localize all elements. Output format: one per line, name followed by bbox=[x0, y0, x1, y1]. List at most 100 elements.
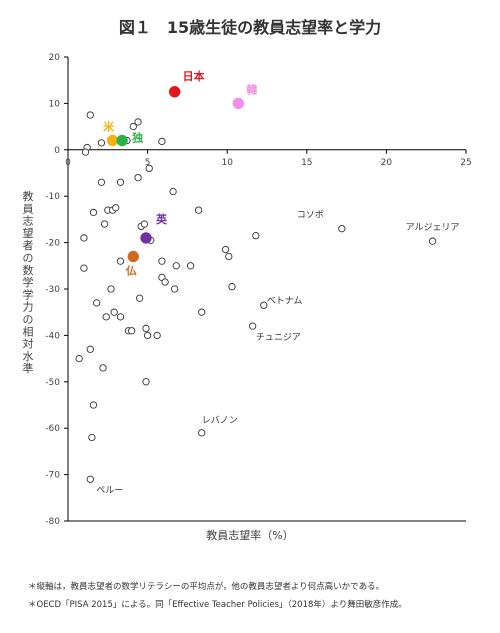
y-tick-label: -50 bbox=[45, 378, 60, 388]
x-axis-label: 教員志望率（%） bbox=[206, 529, 294, 542]
data-point bbox=[88, 433, 96, 442]
data-point bbox=[86, 475, 94, 483]
y-tick-label: -30 bbox=[45, 285, 60, 295]
data-point bbox=[338, 225, 346, 233]
data-points bbox=[75, 111, 437, 483]
data-point bbox=[116, 313, 125, 321]
chart-title: 図１ 15歳生徒の教員志望率と学力 bbox=[118, 18, 382, 37]
x-tick-label: 20 bbox=[381, 158, 393, 168]
highlight-point bbox=[168, 86, 181, 98]
highlight-label: 独 bbox=[131, 131, 143, 145]
data-point bbox=[169, 187, 177, 196]
data-point bbox=[198, 308, 206, 316]
data-point bbox=[158, 257, 166, 265]
data-point bbox=[100, 220, 109, 228]
data-point bbox=[97, 139, 106, 147]
data-point bbox=[135, 294, 144, 302]
footnote-source: ＊OECD「PISA 2015」による。同「Effective Teacher … bbox=[28, 600, 407, 610]
data-point bbox=[145, 164, 153, 173]
footnote-axis: ＊縦軸は，教員志望者の数学リテラシーの平均点が，他の教員志望者より何点高いかであ… bbox=[28, 582, 385, 592]
highlight-label: 韓 bbox=[246, 82, 257, 96]
data-point bbox=[107, 285, 115, 293]
data-point bbox=[97, 178, 106, 186]
y-axis-label-char: 教 bbox=[23, 190, 34, 203]
data-point bbox=[93, 299, 101, 307]
data-point bbox=[99, 364, 107, 372]
data-point bbox=[221, 245, 230, 254]
data-point bbox=[158, 137, 166, 146]
data-point bbox=[116, 257, 125, 265]
data-point bbox=[249, 322, 257, 330]
highlight-point bbox=[116, 134, 128, 147]
data-point bbox=[86, 345, 94, 353]
highlight-point bbox=[232, 97, 245, 110]
data-point bbox=[89, 401, 98, 409]
y-axis-label-char: 対 bbox=[23, 337, 34, 351]
y-axis-label-char: の bbox=[23, 252, 34, 265]
data-point bbox=[110, 308, 118, 316]
data-point bbox=[140, 220, 149, 228]
x-tick-label: 10 bbox=[221, 158, 233, 168]
y-tick-label: 0 bbox=[54, 146, 60, 156]
data-point bbox=[252, 231, 260, 240]
country-annotation: ベトナム bbox=[267, 296, 303, 307]
axes bbox=[67, 57, 466, 522]
country-annotation: レバノン bbox=[202, 415, 238, 426]
data-point bbox=[134, 173, 142, 182]
data-point bbox=[171, 285, 179, 293]
data-point bbox=[228, 283, 236, 291]
y-tick-label: -70 bbox=[45, 471, 60, 481]
highlight-label: 英 bbox=[155, 212, 168, 226]
y-axis-label-char: 望 bbox=[23, 227, 34, 240]
x-tick-label: 5 bbox=[145, 158, 151, 168]
data-point bbox=[172, 262, 180, 270]
data-point bbox=[116, 178, 125, 186]
highlight-label: 米 bbox=[102, 120, 115, 134]
data-point bbox=[102, 313, 110, 321]
country-annotation: アルジェリア bbox=[406, 223, 460, 233]
data-point bbox=[225, 252, 233, 261]
y-tick-labels: 20 10 0 -10 -20 -30 -40 -50 -60 -70 -80 bbox=[45, 53, 68, 527]
data-point bbox=[134, 118, 142, 126]
data-point bbox=[142, 324, 150, 333]
data-point bbox=[81, 148, 90, 156]
x-tick-label: 0 bbox=[65, 158, 71, 168]
data-point bbox=[89, 208, 98, 217]
data-point bbox=[80, 234, 88, 242]
y-axis-label-char: 準 bbox=[23, 361, 34, 375]
y-tick-label: -60 bbox=[45, 424, 60, 434]
x-tick-labels: 0 5 10 15 20 25 bbox=[65, 149, 472, 168]
x-tick-label: 25 bbox=[460, 158, 471, 168]
highlight-point bbox=[127, 250, 140, 263]
data-point bbox=[153, 331, 161, 340]
x-tick-label: 15 bbox=[301, 158, 312, 168]
data-point bbox=[80, 264, 88, 272]
data-point bbox=[75, 354, 83, 363]
y-tick-label: -20 bbox=[45, 239, 60, 249]
y-axis-label-char: 水 bbox=[23, 350, 34, 363]
data-point bbox=[86, 111, 94, 119]
data-point bbox=[260, 301, 268, 309]
y-axis-label-char: 相 bbox=[23, 325, 34, 338]
y-axis-label-char: 力 bbox=[23, 301, 34, 314]
y-tick-label: -10 bbox=[45, 192, 60, 202]
data-point bbox=[129, 122, 137, 131]
country-annotation: コソボ bbox=[297, 210, 324, 221]
y-axis-label-char: 員 bbox=[23, 202, 34, 215]
y-axis-label-char: 者 bbox=[23, 239, 34, 252]
country-annotation: ペルー bbox=[96, 486, 123, 496]
y-tick-label: -40 bbox=[45, 331, 60, 341]
data-point bbox=[194, 206, 203, 214]
y-axis-label-char: 学 bbox=[23, 287, 34, 301]
data-point bbox=[112, 204, 120, 212]
data-point bbox=[128, 327, 136, 335]
country-annotation: チュニジア bbox=[256, 332, 301, 343]
highlight-label: 日本 bbox=[183, 69, 205, 83]
data-point bbox=[161, 278, 169, 286]
y-tick-label: 10 bbox=[49, 99, 61, 109]
data-point bbox=[428, 237, 437, 245]
